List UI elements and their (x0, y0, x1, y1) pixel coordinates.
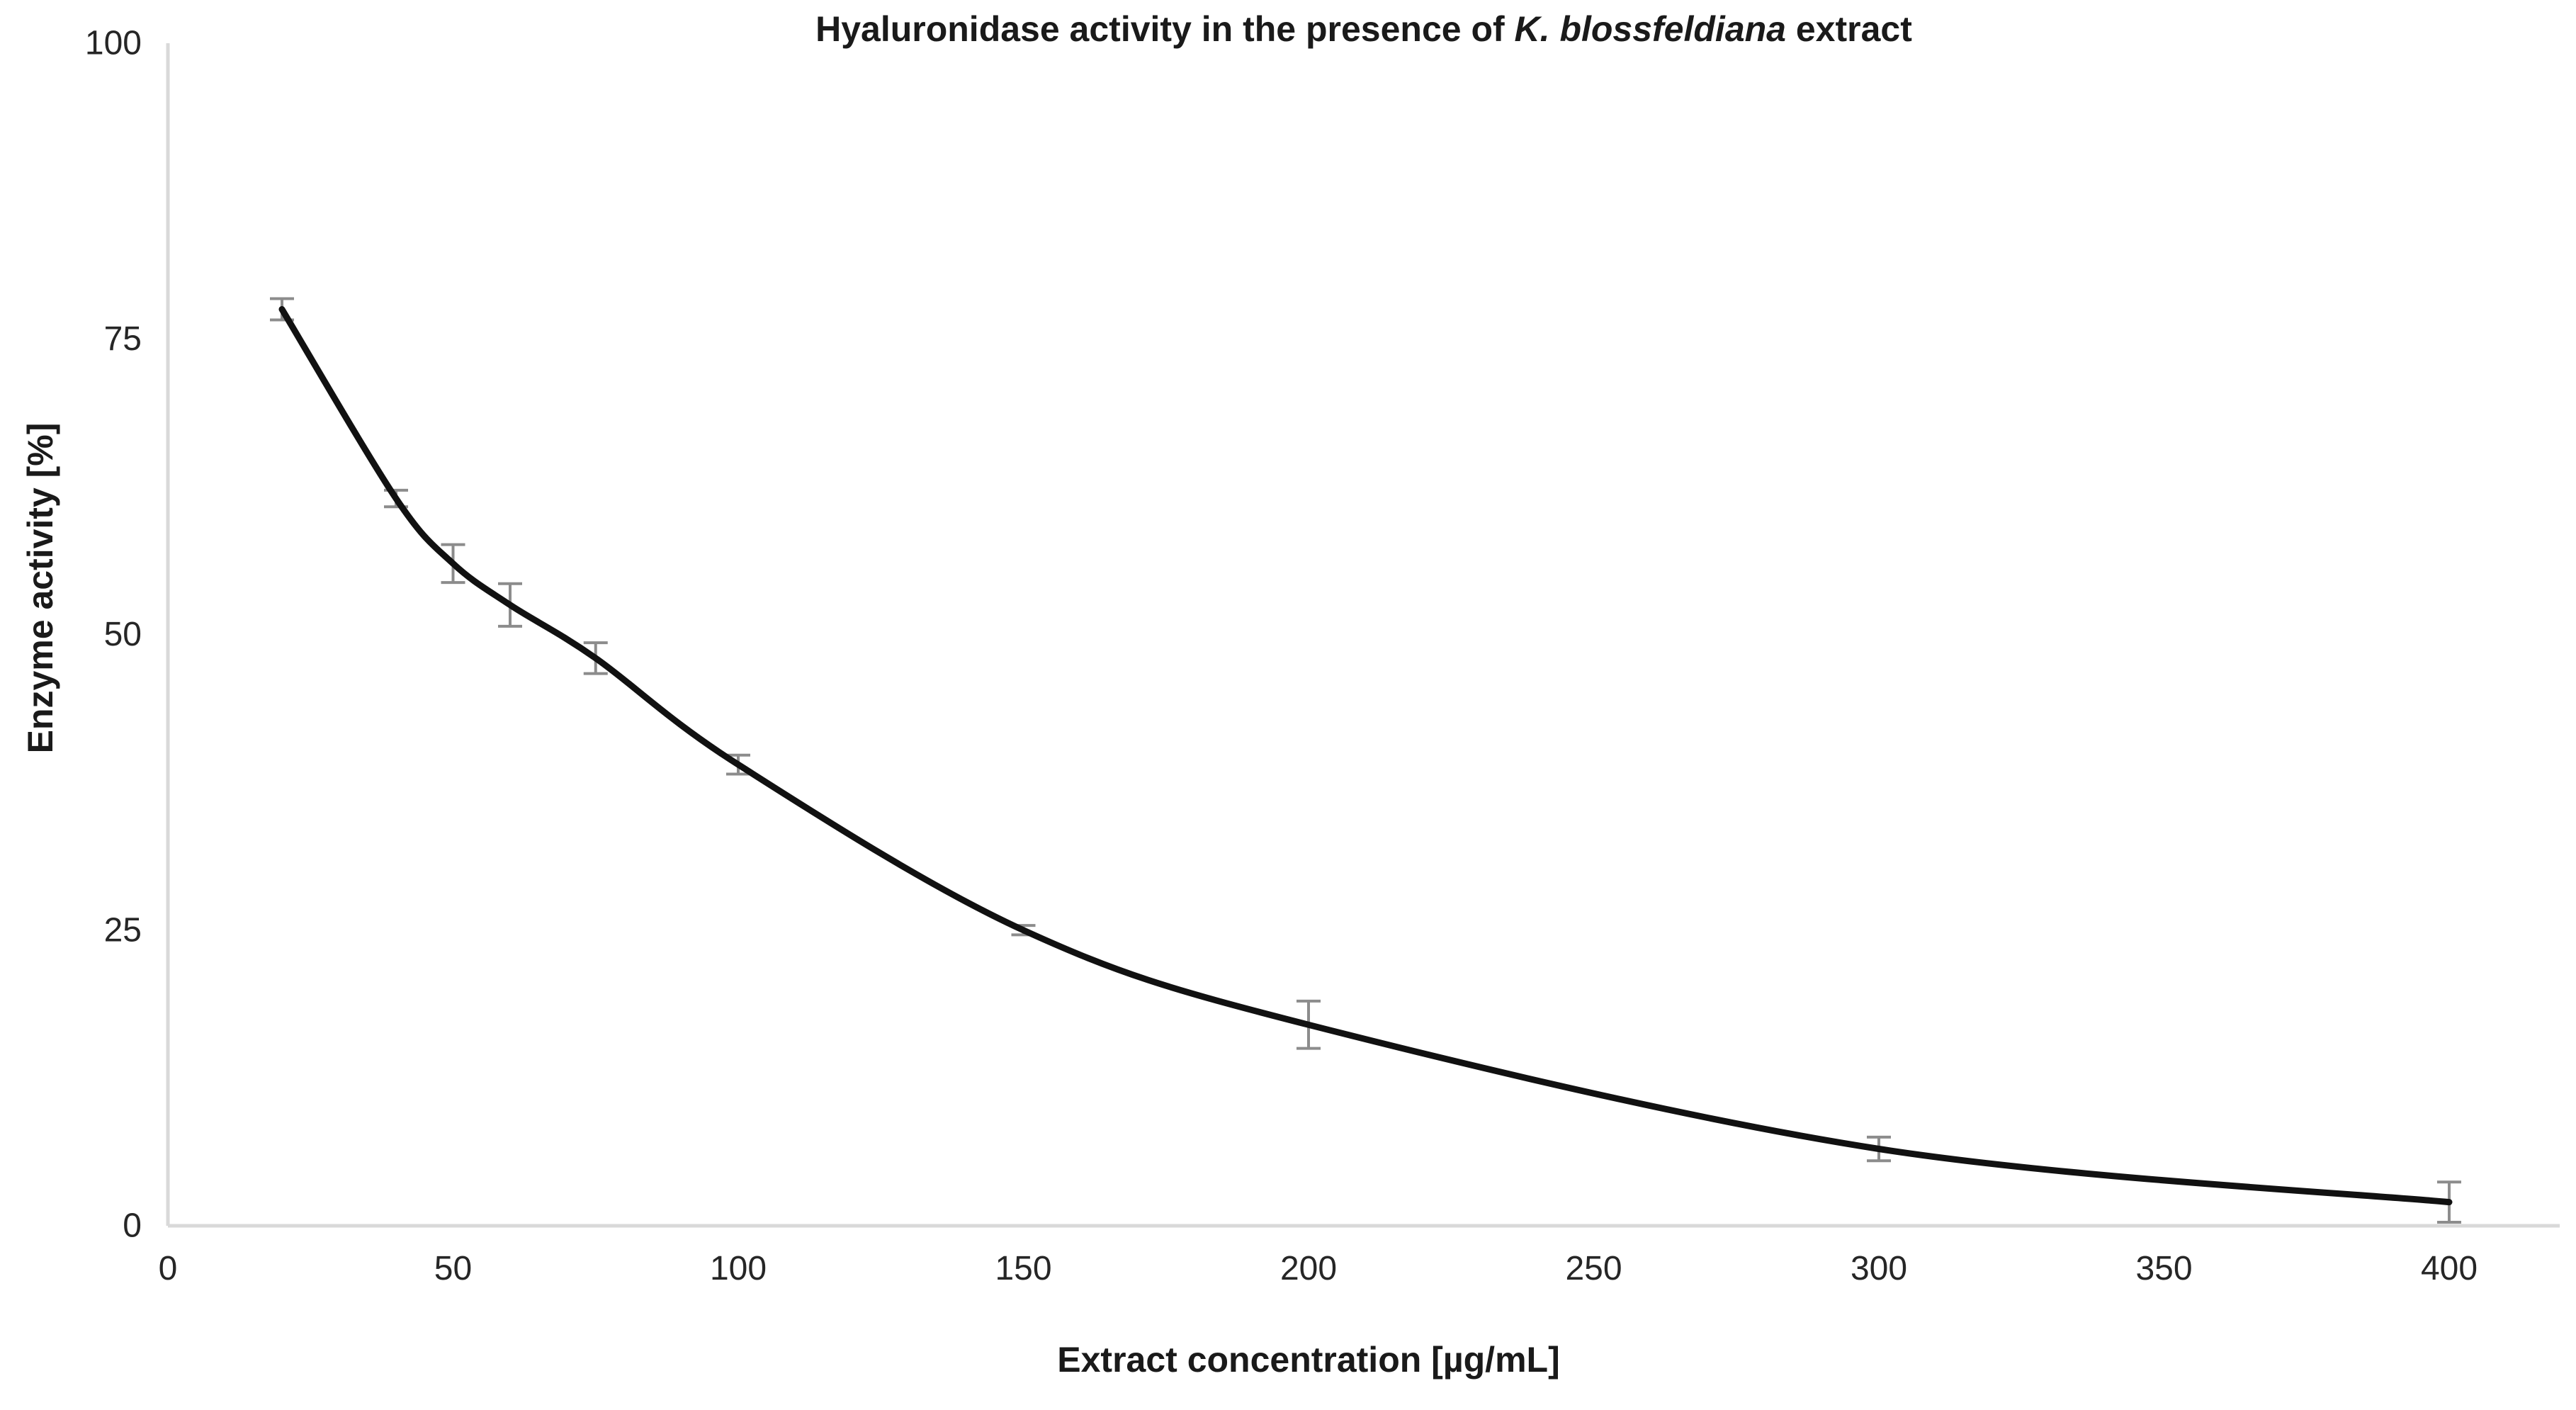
x-tick-label: 400 (2421, 1250, 2478, 1287)
y-tick-label: 75 (104, 320, 142, 358)
data-curve (278, 306, 2453, 1206)
x-tick-label: 350 (2135, 1250, 2192, 1287)
x-axis-title: Extract concentration [µg/mL] (1057, 1340, 1560, 1380)
x-tick-label: 300 (1851, 1250, 1907, 1287)
chart-title-prefix: Hyaluronidase activity in the presence o… (815, 9, 1515, 49)
y-tick-label: 100 (85, 25, 142, 62)
y-tick-label: 25 (104, 911, 142, 949)
x-tick-label: 100 (710, 1250, 767, 1287)
x-tick-label: 0 (159, 1250, 178, 1287)
chart-title-suffix: extract (1785, 9, 1912, 49)
x-tick-label: 200 (1280, 1250, 1337, 1287)
x-tick-label: 150 (995, 1250, 1051, 1287)
species-name-italic: K. blossfeldiana (1514, 9, 1786, 49)
x-tick-label: 250 (1565, 1250, 1622, 1287)
chart-title: Hyaluronidase activity in the presence o… (168, 9, 2560, 50)
y-tick-label: 50 (104, 616, 142, 653)
y-tick-label: 0 (123, 1207, 142, 1245)
x-tick-label: 50 (434, 1250, 472, 1287)
